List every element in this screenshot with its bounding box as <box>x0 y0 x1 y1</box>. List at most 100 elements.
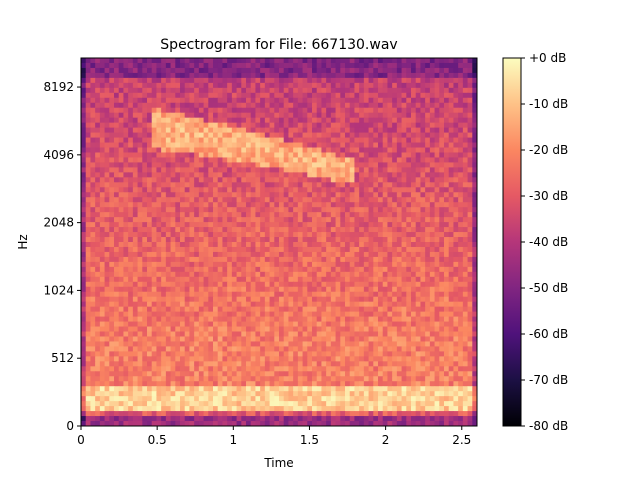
heatmap-cell <box>279 97 285 104</box>
heatmap-cell <box>109 197 115 203</box>
heatmap-cell <box>161 276 167 283</box>
heatmap-cell <box>236 97 242 104</box>
heatmap-cell <box>349 177 356 183</box>
heatmap-cell <box>420 306 426 313</box>
heatmap-cell <box>255 212 261 218</box>
heatmap-cell <box>269 222 275 228</box>
heatmap-cell <box>382 286 389 293</box>
heatmap-cell <box>279 256 285 263</box>
heatmap-cell <box>90 212 96 218</box>
heatmap-cell <box>213 172 219 178</box>
heatmap-cell <box>241 182 247 188</box>
heatmap-cell <box>373 301 379 308</box>
heatmap-cell <box>175 152 181 159</box>
heatmap-cell <box>330 232 337 238</box>
heatmap-cell <box>180 182 186 188</box>
heatmap-cell <box>321 167 327 173</box>
heatmap-cell <box>231 147 238 154</box>
heatmap-cell <box>462 321 469 328</box>
heatmap-cell <box>147 291 153 298</box>
heatmap-cell <box>161 296 167 303</box>
heatmap-cell <box>316 177 323 183</box>
heatmap-cell <box>373 157 379 164</box>
heatmap-cell <box>208 321 214 328</box>
heatmap-cell <box>387 321 393 328</box>
heatmap-cell <box>255 306 261 313</box>
heatmap-cell <box>184 266 191 273</box>
heatmap-cell <box>288 237 294 243</box>
heatmap-cell <box>250 117 257 124</box>
heatmap-cell <box>132 147 139 154</box>
heatmap-cell <box>378 72 384 79</box>
heatmap-cell <box>406 142 412 149</box>
heatmap-cell <box>264 207 271 213</box>
heatmap-cell <box>425 77 431 84</box>
heatmap-cell <box>444 162 450 168</box>
heatmap-cell <box>429 212 436 218</box>
heatmap-cell <box>203 346 209 352</box>
heatmap-cell <box>189 97 195 104</box>
heatmap-cell <box>260 142 266 149</box>
heatmap-cell <box>434 306 440 313</box>
heatmap-cell <box>392 162 398 168</box>
heatmap-cell <box>335 67 341 74</box>
heatmap-cell <box>321 291 327 298</box>
heatmap-cell <box>198 237 205 243</box>
heatmap-cell <box>147 117 153 124</box>
heatmap-cell <box>147 172 153 178</box>
heatmap-cell <box>104 316 110 323</box>
heatmap-cell <box>373 311 379 318</box>
heatmap-cell <box>363 77 370 84</box>
heatmap-cell <box>274 256 280 263</box>
heatmap-cell <box>217 346 224 352</box>
heatmap-cell <box>161 341 167 348</box>
heatmap-cell <box>156 192 162 198</box>
heatmap-cell <box>156 82 162 89</box>
heatmap-cell <box>227 306 233 313</box>
heatmap-cell <box>236 172 242 178</box>
heatmap-cell <box>213 92 219 99</box>
heatmap-cell <box>326 212 332 218</box>
heatmap-cell <box>151 132 158 139</box>
heatmap-cell <box>255 122 261 129</box>
heatmap-cell <box>217 172 224 178</box>
heatmap-cell <box>99 311 106 318</box>
heatmap-cell <box>198 301 205 308</box>
heatmap-cell <box>326 276 332 283</box>
heatmap-cell <box>114 271 120 278</box>
heatmap-cell <box>175 122 181 129</box>
heatmap-cell <box>293 232 299 238</box>
heatmap-cell <box>330 336 337 343</box>
heatmap-cell <box>458 217 464 223</box>
heatmap-cell <box>340 157 346 164</box>
heatmap-cell <box>213 127 219 134</box>
heatmap-cell <box>250 132 257 139</box>
heatmap-cell <box>184 197 191 203</box>
heatmap-cell <box>297 246 304 253</box>
heatmap-cell <box>81 122 87 129</box>
heatmap-cell <box>255 341 261 348</box>
heatmap-cell <box>279 232 285 238</box>
heatmap-cell <box>250 77 257 84</box>
heatmap-cell <box>264 296 271 303</box>
heatmap-cell <box>137 321 143 328</box>
heatmap-cell <box>373 271 379 278</box>
heatmap-cell <box>373 222 379 228</box>
heatmap-cell <box>335 162 341 168</box>
heatmap-cell <box>283 172 290 178</box>
heatmap-cell <box>189 336 195 343</box>
heatmap-cell <box>444 237 450 243</box>
heatmap-cell <box>340 246 346 253</box>
heatmap-cell <box>85 346 92 352</box>
heatmap-cell <box>269 276 275 283</box>
heatmap-cell <box>458 67 464 74</box>
heatmap-cell <box>316 127 323 134</box>
heatmap-cell <box>330 147 337 154</box>
heatmap-cell <box>114 291 120 298</box>
heatmap-cell <box>114 336 120 343</box>
heatmap-cell <box>363 326 370 333</box>
heatmap-cell <box>165 351 172 357</box>
heatmap-cell <box>467 122 473 129</box>
heatmap-cell <box>330 326 337 333</box>
heatmap-cell <box>382 227 389 233</box>
